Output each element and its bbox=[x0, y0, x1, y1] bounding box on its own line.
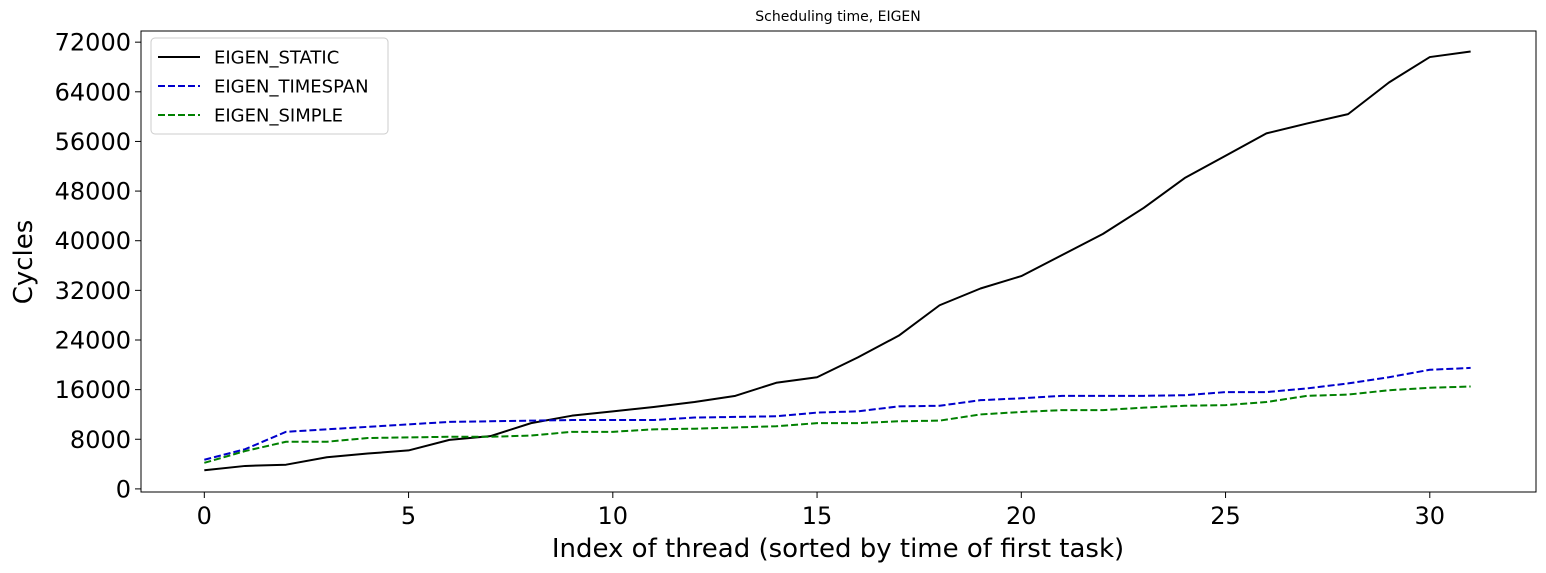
legend: EIGEN_STATIC EIGEN_TIMESPAN EIGEN_SIMPLE bbox=[150, 37, 389, 135]
series-line-eigen-static bbox=[204, 50, 1471, 472]
x-axis: 0 5 10 15 20 25 30 bbox=[197, 492, 1445, 530]
y-tick-label: 56000 bbox=[55, 128, 131, 156]
y-axis: 0 8000 16000 24000 32000 40000 48000 56000 64000… bbox=[55, 29, 141, 503]
series-line-eigen-simple bbox=[204, 385, 1471, 464]
x-tick-label: 5 bbox=[401, 502, 416, 530]
y-tick-label: 64000 bbox=[55, 78, 131, 106]
y-tick-label: 24000 bbox=[55, 326, 131, 354]
series-lines bbox=[204, 50, 1471, 472]
legend-label: EIGEN_SIMPLE bbox=[214, 106, 343, 127]
x-tick-label: 20 bbox=[1006, 502, 1037, 530]
legend-box bbox=[150, 37, 389, 135]
series-line-eigen-timespan bbox=[204, 366, 1471, 461]
y-axis-label: Cycles bbox=[9, 220, 39, 305]
y-tick-label: 16000 bbox=[55, 376, 131, 404]
x-tick-label: 15 bbox=[802, 502, 833, 530]
x-tick-label: 25 bbox=[1210, 502, 1241, 530]
y-tick-label: 48000 bbox=[55, 178, 131, 206]
y-tick-label: 8000 bbox=[70, 426, 131, 454]
x-axis-label: Index of thread (sorted by time of first… bbox=[552, 534, 1124, 564]
y-tick-label: 72000 bbox=[55, 29, 131, 57]
legend-label: EIGEN_STATIC bbox=[214, 48, 339, 69]
y-tick-label: 32000 bbox=[55, 277, 131, 305]
plot-frame bbox=[140, 30, 1537, 493]
chart-title: Scheduling time, EIGEN bbox=[755, 9, 921, 25]
x-tick-label: 30 bbox=[1415, 502, 1446, 530]
x-tick-label: 10 bbox=[598, 502, 629, 530]
y-tick-label: 40000 bbox=[55, 227, 131, 255]
x-tick-label: 0 bbox=[197, 502, 212, 530]
legend-label: EIGEN_TIMESPAN bbox=[214, 77, 369, 98]
y-tick-label: 0 bbox=[116, 475, 131, 503]
